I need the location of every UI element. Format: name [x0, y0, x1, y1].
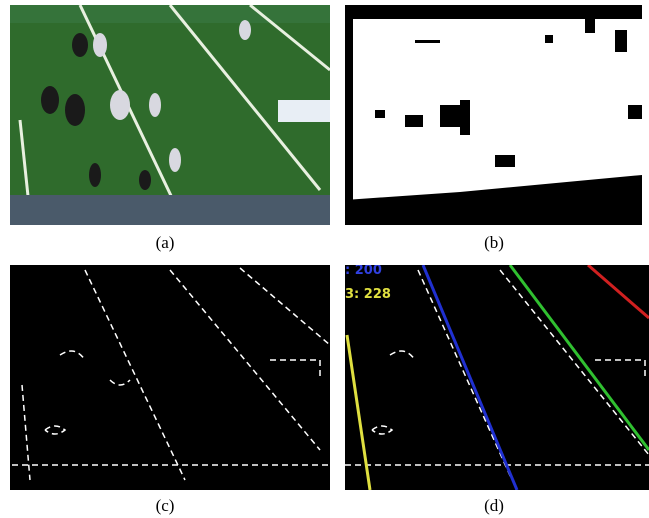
caption: (c): [156, 496, 175, 515]
panel-d-image: : 200 3: 228: [345, 263, 649, 490]
caption: (b): [484, 233, 504, 252]
panel-b-image: [345, 5, 642, 225]
overlay-label: : 200: [345, 263, 382, 278]
panel-a-image: [10, 5, 330, 225]
caption: (d): [484, 496, 504, 515]
caption: (a): [156, 233, 175, 252]
figure: : 200 3: 228 (a) (b) (c) (d): [0, 0, 649, 518]
overlay-label: 3: 228: [345, 287, 391, 302]
panel-c-image: [10, 265, 330, 490]
